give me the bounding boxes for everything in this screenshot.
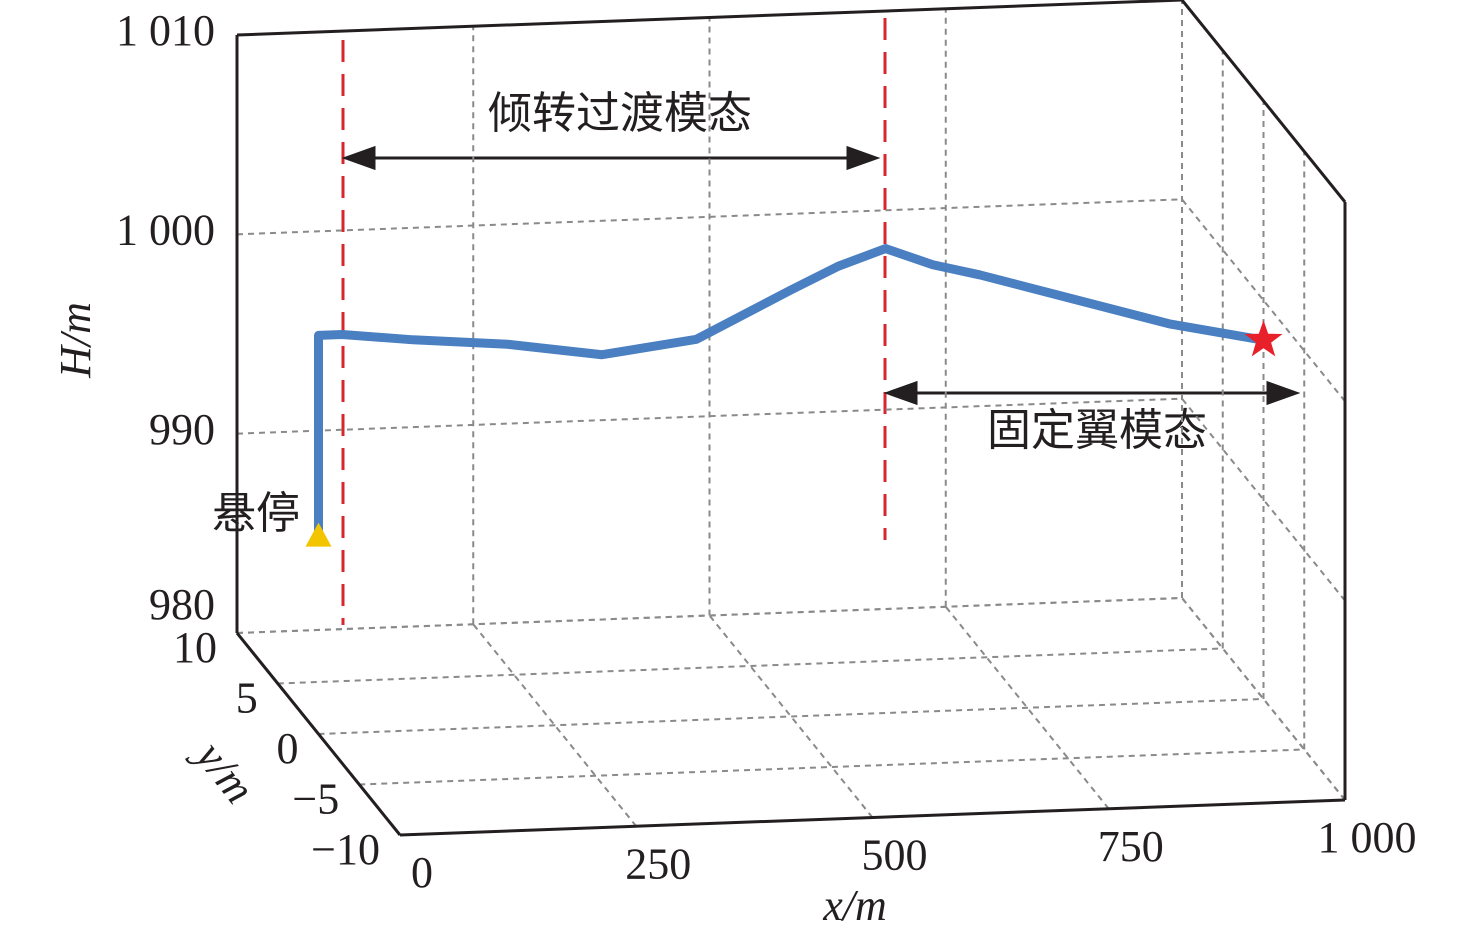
y-axis-label: y/m <box>184 729 264 812</box>
x-tick-label: 750 <box>1098 822 1164 871</box>
grid-line <box>236 198 1183 236</box>
z-tick-label: 1 010 <box>116 6 215 55</box>
axis-line <box>236 0 1183 37</box>
grid-line <box>359 748 1305 786</box>
axis-line <box>1180 0 1347 203</box>
grid-line <box>277 647 1223 685</box>
y-tick-label: 5 <box>236 674 258 723</box>
x-tick-label: 1 000 <box>1318 813 1417 862</box>
x-tick-label: 0 <box>411 848 433 897</box>
z-tick-label: 990 <box>149 405 215 454</box>
grid-line <box>236 597 1183 634</box>
end-marker <box>1244 320 1283 357</box>
grid-line <box>318 698 1264 735</box>
x-tick-label: 250 <box>625 839 691 888</box>
annotation: 倾转过渡模态 <box>488 89 752 138</box>
y-tick-label: 10 <box>173 623 217 672</box>
x-tick-label: 500 <box>862 831 928 880</box>
axis-line <box>235 632 402 836</box>
grid-line <box>708 614 874 819</box>
arrow <box>341 145 1301 406</box>
start-marker <box>305 522 332 547</box>
axis-line <box>399 798 1346 837</box>
z-axis-label: H/m <box>51 302 100 379</box>
z-tick-label: 1 000 <box>116 205 215 254</box>
x-axis-label: x/m <box>822 881 887 930</box>
y-tick-label: −5 <box>292 775 339 824</box>
annotation: 悬停 <box>212 489 300 538</box>
y-tick-label: 0 <box>277 724 299 773</box>
grid-line <box>236 397 1183 435</box>
y-tick-label: −10 <box>311 825 380 874</box>
annotation: 固定翼模态 <box>987 406 1207 455</box>
trajectory <box>314 244 1268 540</box>
z-tick-label: 980 <box>149 580 215 629</box>
